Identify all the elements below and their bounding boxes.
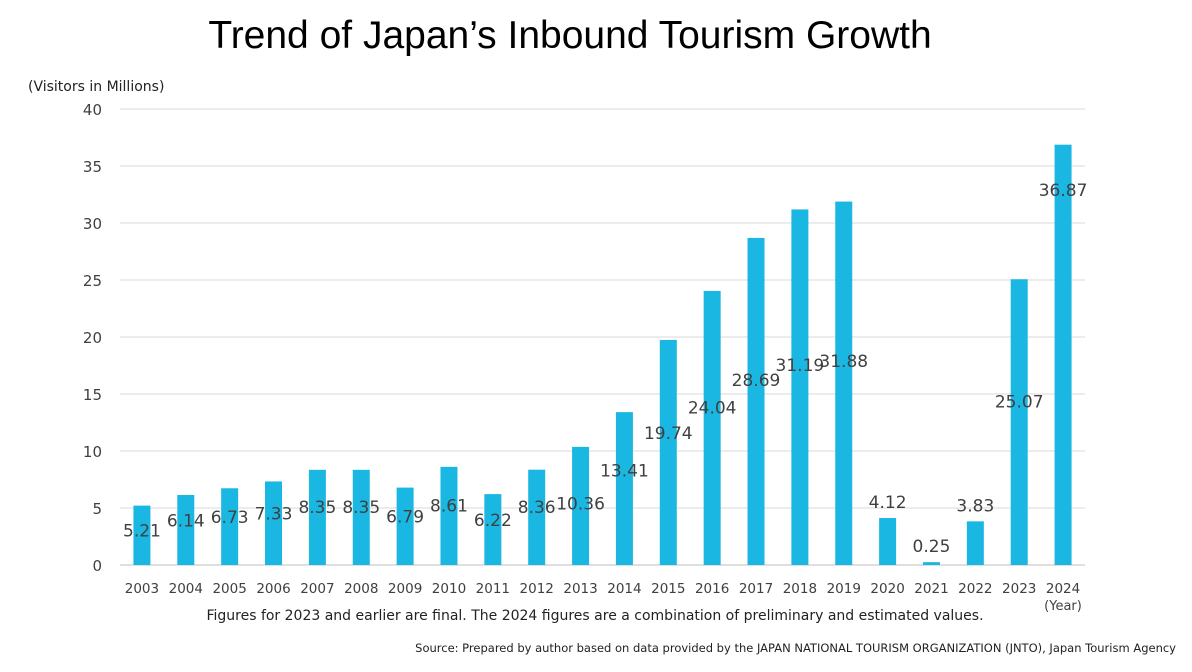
bar-2024: [1054, 144, 1072, 565]
data-label: 28.69: [732, 371, 781, 391]
data-label: 31.19: [776, 356, 825, 376]
data-label: 25.07: [995, 392, 1044, 412]
x-tick-label: 2014: [607, 581, 641, 597]
bar-2015: [659, 339, 677, 565]
data-label: 6.22: [474, 511, 512, 531]
footnote: Figures for 2023 and earlier are final. …: [206, 608, 984, 624]
bar-2020: [879, 518, 897, 565]
source-note: Source: Prepared by author based on data…: [415, 641, 1176, 655]
data-label: 0.25: [913, 537, 951, 557]
x-tick-label: 2022: [958, 581, 992, 597]
x-tick-label: 2007: [300, 581, 334, 597]
y-axis-label: (Visitors in Millions): [28, 79, 164, 95]
data-label: 24.04: [688, 398, 737, 418]
data-label: 6.79: [386, 507, 424, 527]
data-label: 8.36: [518, 498, 556, 518]
x-tick-label: 2020: [870, 581, 904, 597]
bar-2006: [265, 481, 283, 565]
x-tick-label: 2004: [169, 581, 203, 597]
x-tick-label: 2008: [344, 581, 378, 597]
bar-2014: [615, 412, 633, 565]
y-tick-label: 25: [83, 272, 102, 290]
x-tick-label: 2023: [1002, 581, 1036, 597]
y-axis-ticks: 0 5 10 15 20 25 30 35 40: [83, 101, 102, 575]
data-label: 7.33: [255, 504, 293, 524]
data-labels: 5.216.14 6.73 7.33 8.35 8.35 6.798.616.228.36…: [123, 181, 1087, 557]
chart-title: Trend of Japan’s Inbound Tourism Growth: [208, 14, 932, 57]
x-axis-ticks: 2003 2004 2005 2006 2007 2008 2009 2010 2011 2012…: [125, 581, 1080, 597]
x-axis-label: (Year): [1044, 599, 1082, 614]
y-tick-label: 15: [83, 386, 102, 404]
bars: [133, 144, 1072, 565]
bar-2022: [966, 521, 984, 565]
bar-2019: [835, 201, 853, 565]
bar-2010: [440, 466, 458, 565]
x-tick-label: 2016: [695, 581, 729, 597]
y-tick-label: 10: [83, 443, 102, 461]
x-tick-label: 2021: [914, 581, 948, 597]
data-label: 3.83: [956, 496, 994, 516]
y-tick-label: 30: [83, 215, 102, 233]
data-label: 5.21: [123, 522, 161, 542]
x-tick-label: 2012: [520, 581, 554, 597]
bar-2004: [177, 495, 195, 565]
bar-2023: [1010, 279, 1028, 565]
y-tick-label: 35: [83, 158, 102, 176]
bar-2013: [572, 446, 590, 565]
data-label: 6.14: [167, 511, 205, 531]
y-tick-label: 20: [83, 329, 102, 347]
x-tick-label: 2009: [388, 581, 422, 597]
y-tick-label: 5: [92, 500, 102, 518]
x-tick-label: 2013: [563, 581, 597, 597]
y-tick-label: 40: [83, 101, 102, 119]
data-label: 19.74: [644, 424, 693, 444]
data-label: 8.35: [298, 498, 336, 518]
x-tick-label: 2011: [476, 581, 510, 597]
x-tick-label: 2017: [739, 581, 773, 597]
bar-2011: [484, 494, 502, 565]
data-label: 10.36: [556, 494, 605, 514]
x-tick-label: 2006: [256, 581, 290, 597]
bar-2018: [791, 209, 809, 565]
data-label: 6.73: [211, 508, 249, 528]
x-tick-label: 2005: [212, 581, 246, 597]
x-tick-label: 2019: [827, 581, 861, 597]
bar-2016: [703, 290, 721, 565]
data-label: 8.61: [430, 497, 468, 517]
data-label: 13.41: [600, 461, 649, 481]
bar-2008: [352, 469, 370, 565]
data-label: 31.88: [819, 352, 868, 372]
x-tick-label: 2024: [1046, 581, 1080, 597]
x-tick-label: 2010: [432, 581, 466, 597]
data-label: 8.35: [342, 498, 380, 518]
y-tick-label: 0: [92, 557, 102, 575]
bar-2021: [922, 562, 940, 565]
data-label: 4.12: [869, 493, 907, 513]
x-tick-label: 2015: [651, 581, 685, 597]
data-label: 36.87: [1039, 181, 1088, 201]
bar-2007: [308, 469, 326, 565]
bar-2012: [528, 469, 546, 565]
x-tick-label: 2018: [783, 581, 817, 597]
bar-2003: [133, 505, 151, 565]
x-tick-label: 2003: [125, 581, 159, 597]
bar-2005: [221, 488, 239, 565]
bar-2017: [747, 237, 765, 565]
bar-2009: [396, 487, 414, 565]
